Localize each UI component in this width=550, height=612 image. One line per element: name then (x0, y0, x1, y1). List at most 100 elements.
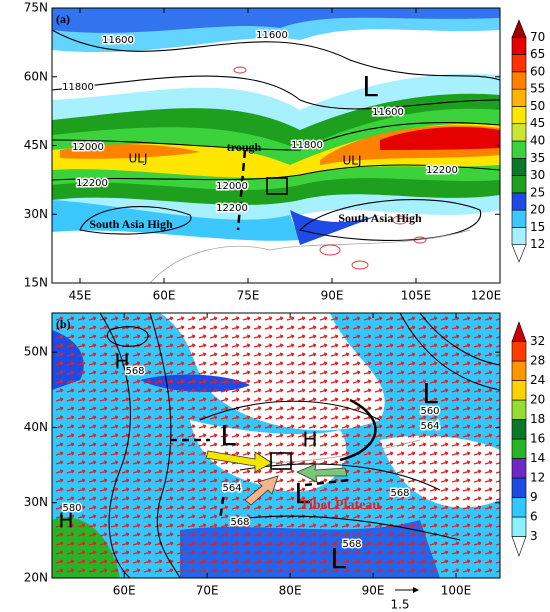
colorbar-swatch (511, 140, 527, 159)
annotation: 11600 (372, 107, 404, 118)
y-tick-label: 15N (24, 276, 48, 290)
colorbar-end (511, 244, 527, 263)
annotation: 564 (222, 483, 241, 494)
colorbar-label: 6 (530, 510, 538, 524)
colorbar-label: 28 (530, 354, 545, 368)
x-tick-label: 105E (401, 289, 432, 303)
colorbar-swatch (511, 227, 527, 246)
colorbar-swatch (511, 54, 527, 73)
colorbar-label: 55 (530, 82, 545, 96)
x-tick-label: 70E (196, 584, 219, 598)
panel-b-frame (51, 312, 501, 579)
annotation: 12000 (216, 181, 248, 192)
colorbar-swatch (511, 106, 527, 125)
annotation: H (302, 428, 317, 452)
annotation: 12000 (72, 142, 104, 153)
annotation: 11800 (291, 140, 323, 151)
panel-b-field (52, 313, 500, 578)
y-tick-label: 45N (24, 138, 48, 152)
colorbar-label: 70 (530, 30, 545, 44)
x-tick-label: 90E (362, 584, 385, 598)
y-tick-label: 75N (24, 1, 48, 15)
colorbar-swatch (511, 192, 527, 211)
x-tick-label: 45E (69, 289, 92, 303)
colorbar-label: 12 (530, 471, 545, 485)
y-tick-label: 60N (24, 69, 48, 83)
annotation: 568 (125, 366, 144, 377)
colorbar-swatch (511, 516, 527, 537)
annotation: Tibet Plateau (300, 498, 380, 513)
x-tick-label: 90E (321, 289, 344, 303)
colorbar-swatch (511, 438, 527, 459)
colorbar-end (511, 536, 527, 557)
annotation: 568 (342, 539, 361, 550)
x-tick-label: 120E (471, 289, 502, 303)
annotation: ULJ (342, 154, 361, 168)
colorbar-end (511, 19, 527, 38)
colorbar-swatch (511, 360, 527, 381)
annotation: L (330, 542, 346, 575)
annotation: 11600 (102, 35, 134, 46)
annotation: H (58, 509, 73, 533)
colorbar-label: 65 (530, 47, 545, 61)
colorbar-label: 30 (530, 168, 545, 182)
annotation: 11600 (256, 30, 288, 41)
x-tick-label: 60E (153, 289, 176, 303)
colorbar-label: 18 (530, 412, 545, 426)
annotation: H (114, 350, 129, 374)
y-tick-label: 20N (24, 571, 48, 585)
annotation: 568 (390, 488, 409, 499)
colorbar-label: 24 (530, 373, 545, 387)
y-tick-label: 50N (24, 345, 48, 359)
colorbar-swatch (511, 458, 527, 479)
colorbar-label: 3 (530, 529, 538, 543)
annotation: 12200 (76, 178, 108, 189)
colorbar-label: 15 (530, 220, 545, 234)
annotation: L (294, 477, 310, 510)
colorbar-label: 14 (530, 451, 545, 465)
panel-label: (b) (56, 317, 71, 331)
colorbar-swatch (511, 175, 527, 194)
colorbar-swatch (511, 123, 527, 142)
colorbar-swatch (511, 88, 527, 107)
y-tick-label: 30N (24, 495, 48, 509)
colorbar-label: 35 (530, 151, 545, 165)
colorbar-label: 20 (530, 203, 545, 217)
annotation: 564 (420, 421, 439, 432)
colorbar-swatch (511, 419, 527, 440)
annotation: L (422, 377, 438, 410)
colorbar-label: 16 (530, 432, 545, 446)
annotation: 12200 (216, 203, 248, 214)
colorbar-swatch (511, 380, 527, 401)
colorbar-swatch (511, 477, 527, 498)
annotation: L (220, 419, 236, 452)
colorbar-label: 60 (530, 64, 545, 78)
colorbar-label: 25 (530, 185, 545, 199)
colorbar-label: 40 (530, 134, 545, 148)
colorbar-swatch (511, 157, 527, 176)
annotation: ULJ (128, 152, 147, 166)
colorbar-swatch (511, 36, 527, 55)
annotation: 11800 (62, 82, 94, 93)
panel-label: (a) (56, 12, 70, 26)
panel-a-field (52, 8, 500, 283)
annotation: South Asia High (89, 217, 173, 231)
x-tick-label: 100E (441, 584, 472, 598)
colorbar-swatch (511, 341, 527, 362)
annotation: 12200 (426, 165, 458, 176)
annotation: 580 (62, 503, 81, 514)
annotation: 560 (420, 406, 439, 417)
colorbar-swatch (511, 71, 527, 90)
colorbar-swatch (511, 209, 527, 228)
annotation: trough (227, 140, 262, 154)
annotation: 568 (230, 517, 249, 528)
colorbar-label: 12 (530, 237, 545, 251)
x-tick-label: 80E (279, 584, 302, 598)
colorbar-swatch (511, 497, 527, 518)
colorbar-end (511, 321, 527, 342)
annotation: South Asia High (338, 211, 422, 225)
colorbar-label: 45 (530, 116, 545, 130)
colorbar-label: 20 (530, 393, 545, 407)
x-tick-label: 60E (113, 584, 136, 598)
